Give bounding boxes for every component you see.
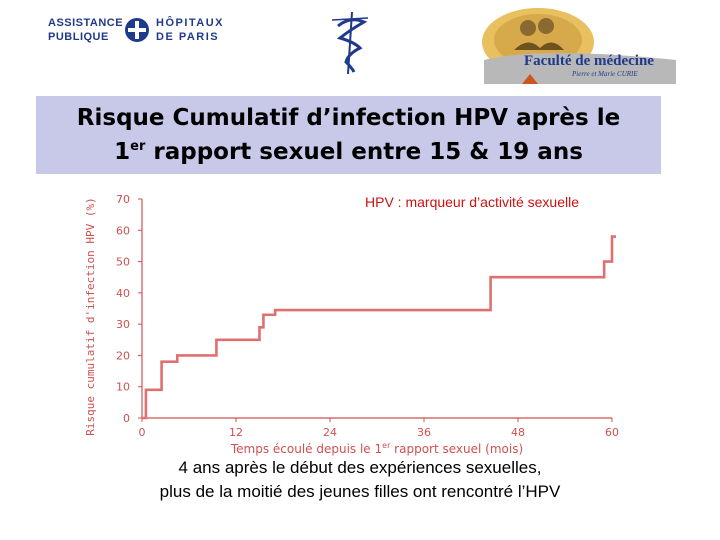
caduceus-icon [331,11,369,75]
aphp-right-line2: DE PARIS [156,31,220,43]
chart-annotation: HPV : marqueur d’activité sexuelle [365,194,579,210]
title-line-2-sup: er [130,139,146,154]
x-tick-label: 36 [417,426,431,439]
x-tick-label: 24 [323,426,337,439]
hpv-cumulative-risk-chart: 0 10 20 30 40 50 60 70 0 12 24 36 48 60 Risque cumulat… [84,193,619,456]
x-tick-label: 12 [229,426,243,439]
x-tick-label: 48 [511,426,525,439]
title-line-2-start: 1 [114,139,131,165]
aphp-right-line1: HÔPITAUX [156,17,225,29]
chart-conclusion: 4 ans après le début des expériences sex… [0,456,720,504]
conclusion-line-2: plus de la moitié des jeunes filles ont … [159,482,561,501]
faculty-name: Faculté de médecine [524,53,654,69]
y-tick-label: 60 [116,224,130,237]
title-line-2-end: rapport sexuel entre 15 & 19 ans [145,139,583,165]
aphp-left-line1: ASSISTANCE [48,17,124,29]
y-tick-label: 30 [116,318,130,331]
faculty-logo: Faculté de médecine Pierre et Marie CURI… [480,6,680,86]
aphp-left-line2: PUBLIQUE [48,31,109,43]
faculty-portrait-icon [482,8,676,84]
title-box: Risque Cumulatif d’infection HPV après l… [36,96,661,174]
title-line-2: 1er rapport sexuel entre 15 & 19 ans [114,135,583,169]
y-tick-label: 50 [116,256,130,269]
faculty-subtitle: Pierre et Marie CURIE [572,70,638,78]
y-tick-label: 40 [116,287,130,300]
x-tick-label: 60 [605,426,619,439]
y-axis-label: Risque cumulatif d'infection HPV (%) [84,197,97,435]
conclusion-line-1: 4 ans après le début des expériences sex… [178,458,542,477]
y-tick-label: 10 [116,381,130,394]
cumulative-risk-step-line [142,235,616,420]
y-tick-label: 70 [116,193,130,206]
y-tick-label: 0 [123,412,130,425]
title-line-1: Risque Cumulatif d’infection HPV après l… [76,105,621,131]
y-tick-label: 20 [116,349,130,362]
aphp-emblem-icon [125,18,149,42]
x-axis-label: Temps écoulé depuis le 1er rapport sexue… [230,441,523,456]
aphp-logo: ASSISTANCE PUBLIQUE HÔPITAUX DE PARIS [44,14,229,50]
x-tick-label: 0 [139,426,146,439]
